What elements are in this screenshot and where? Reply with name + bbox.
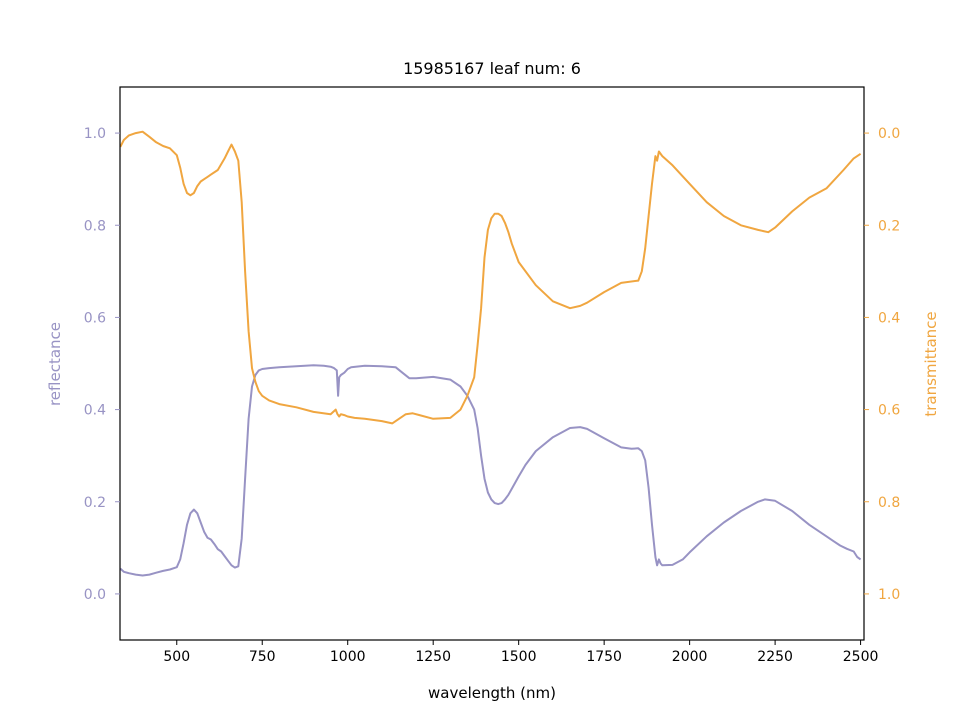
x-tick-label: 750	[249, 649, 276, 665]
y-axis-reflectance: 0.0 0.2 0.4 0.6 0.8 1.0	[84, 126, 120, 603]
x-tick-label: 1250	[415, 649, 451, 665]
y-axis-label-reflectance: reflectance	[46, 322, 64, 406]
x-tick-label: 1500	[501, 649, 537, 665]
x-axis-label: wavelength (nm)	[428, 684, 556, 702]
transmittance-tick-label: 0.0	[878, 126, 900, 142]
reflectance-tick-label: 0.4	[84, 403, 106, 419]
y-axis-label-transmittance: transmittance	[922, 311, 940, 416]
y-axis-transmittance: 0.0 0.2 0.4 0.6 0.8 1.0	[864, 126, 900, 603]
transmittance-tick-label: 0.4	[878, 310, 900, 326]
reflectance-tick-label: 0.8	[84, 218, 106, 234]
x-tick-label: 1000	[330, 649, 366, 665]
reflectance-tick-label: 0.6	[84, 310, 106, 326]
reflectance-tick-label: 1.0	[84, 126, 106, 142]
x-tick-label: 1750	[586, 649, 622, 665]
x-tick-label: 2000	[672, 649, 708, 665]
reflectance-line	[119, 364, 862, 577]
transmittance-line	[119, 130, 862, 425]
x-axis: 500 750 1000 1250 1500 1750 2000 2250 2500	[163, 640, 878, 665]
reflectance-tick-label: 0.0	[84, 587, 106, 603]
x-tick-label: 500	[163, 649, 190, 665]
x-tick-label: 2250	[757, 649, 793, 665]
plot-frame	[119, 86, 865, 641]
transmittance-tick-label: 0.6	[878, 403, 900, 419]
reflectance-tick-label: 0.2	[84, 495, 106, 511]
transmittance-tick-label: 0.2	[878, 218, 900, 234]
transmittance-tick-label: 0.8	[878, 495, 900, 511]
chart-title: 15985167 leaf num: 6	[403, 59, 581, 78]
transmittance-tick-label: 1.0	[878, 587, 900, 603]
plot-lines	[119, 130, 862, 577]
x-tick-label: 2500	[843, 649, 879, 665]
